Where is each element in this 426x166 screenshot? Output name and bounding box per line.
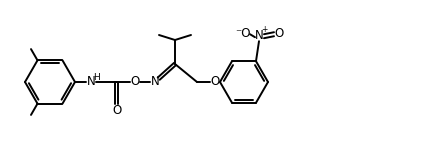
Text: ⁻O: ⁻O bbox=[235, 27, 250, 40]
Text: +: + bbox=[260, 25, 267, 34]
Text: N: N bbox=[86, 75, 95, 87]
Text: N: N bbox=[150, 75, 159, 87]
Text: O: O bbox=[112, 105, 121, 118]
Text: O: O bbox=[130, 75, 139, 87]
Text: O: O bbox=[274, 27, 283, 40]
Text: O: O bbox=[210, 75, 219, 87]
Text: H: H bbox=[93, 73, 100, 82]
Text: N: N bbox=[254, 29, 263, 42]
